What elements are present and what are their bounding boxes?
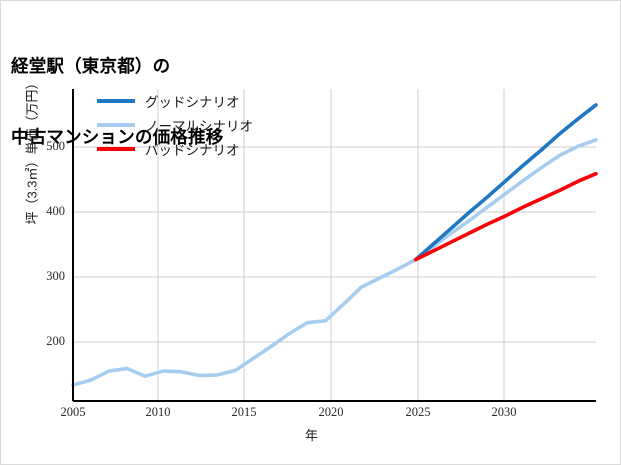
x-axis-title: 年	[304, 428, 318, 443]
x-tick-label-2015: 2015	[231, 405, 257, 419]
x-tick-label-2010: 2010	[145, 405, 171, 419]
series-lines	[71, 103, 598, 387]
x-tick-label-2005: 2005	[60, 405, 86, 419]
legend-swatch-good-icon	[97, 99, 135, 103]
series-line-bad	[413, 171, 598, 262]
legend-label-good: グッドシナリオ	[145, 95, 240, 110]
page-title: 経堂駅（東京都）の 中古マンションの価格推移	[11, 8, 611, 197]
legend-swatch-bad-icon	[97, 147, 135, 151]
y-tick-label-500: 500	[46, 139, 65, 153]
legend-label-bad: バッドシナリオ	[145, 143, 240, 158]
axis-spines	[71, 89, 596, 403]
y-tick-label-400: 400	[46, 204, 65, 218]
x-tick-label-2020: 2020	[318, 405, 344, 419]
y-tick-label-200: 200	[46, 334, 65, 348]
x-tick-label-2030: 2030	[491, 405, 517, 419]
y-axis-title: 坪（3.3㎡）単価（万円）	[24, 76, 40, 225]
chart-legend: グッドシナリオ ノーマルシナリオ バッドシナリオ	[97, 93, 253, 158]
x-tick-label-2025: 2025	[405, 405, 431, 419]
page-title-line-2: 中古マンションの価格推移	[11, 127, 224, 148]
gridlines	[73, 89, 596, 401]
legend-swatch-normal-icon	[97, 123, 135, 127]
legend-label-normal: ノーマルシナリオ	[145, 119, 253, 134]
series-line-good	[413, 103, 598, 262]
legend-item-bad: バッドシナリオ	[97, 141, 253, 158]
page-title-line-1: 経堂駅（東京都）の	[11, 56, 171, 77]
legend-item-good: グッドシナリオ	[97, 93, 253, 110]
legend-item-normal: ノーマルシナリオ	[97, 117, 253, 134]
series-line-normal	[71, 138, 598, 387]
y-tick-label-300: 300	[46, 269, 65, 283]
